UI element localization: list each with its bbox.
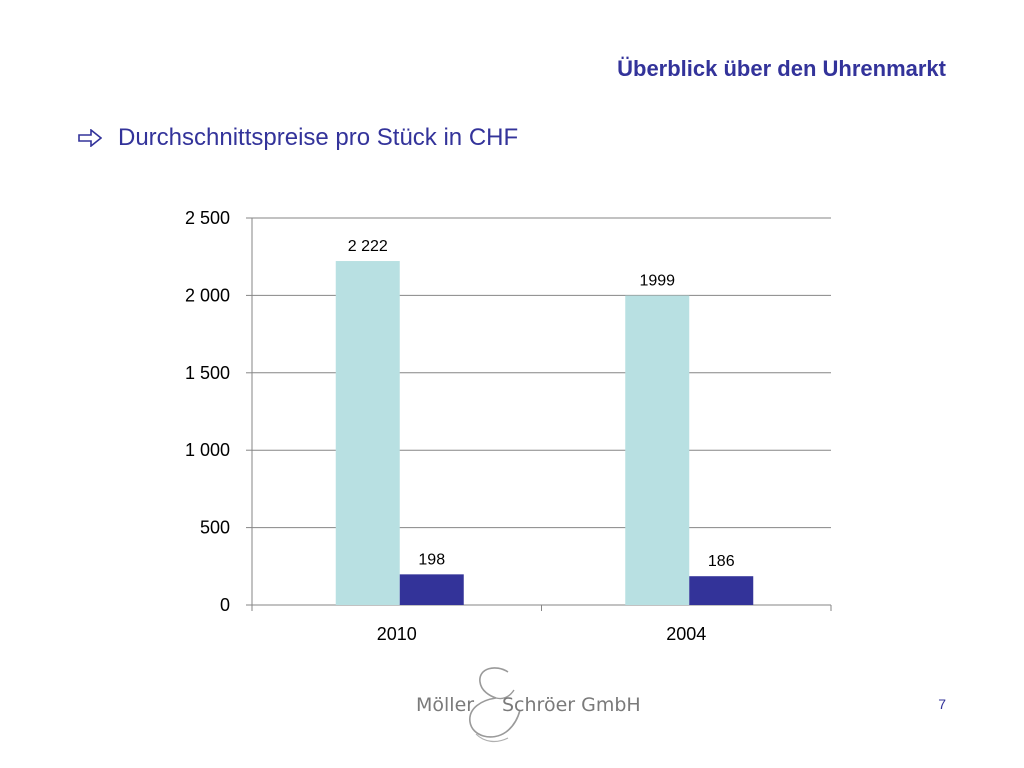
y-tick-label: 0 <box>220 595 230 615</box>
x-tick-label: 2004 <box>666 624 706 644</box>
script-ampersand-icon <box>469 667 521 743</box>
slide-title: Überblick über den Uhrenmarkt <box>617 56 946 81</box>
y-tick-label: 1 000 <box>185 440 230 460</box>
data-label: 1999 <box>639 273 675 290</box>
subtitle-row: Durchschnittspreise pro Stück in CHF <box>78 124 518 152</box>
bar <box>399 574 464 605</box>
data-label: 186 <box>708 553 735 570</box>
bar <box>625 295 690 605</box>
bar <box>335 261 400 605</box>
y-tick-label: 1 500 <box>185 363 230 383</box>
data-label: 2 222 <box>348 238 388 255</box>
bar <box>689 576 754 605</box>
x-tick-label: 2010 <box>377 624 417 644</box>
page-number: 7 <box>938 696 946 712</box>
slide-subtitle: Durchschnittspreise pro Stück in CHF <box>118 124 519 151</box>
logo-text-left: Möller <box>416 694 475 716</box>
y-tick-label: 500 <box>200 518 230 538</box>
logo-text-right: Schröer GmbH <box>502 694 641 716</box>
y-tick-label: 2 500 <box>185 208 230 228</box>
data-label: 198 <box>418 551 445 568</box>
company-logo: Möller Schröer GmbH <box>412 664 641 744</box>
outline-arrow-right-icon <box>78 129 102 147</box>
y-tick-label: 2 000 <box>185 285 230 305</box>
